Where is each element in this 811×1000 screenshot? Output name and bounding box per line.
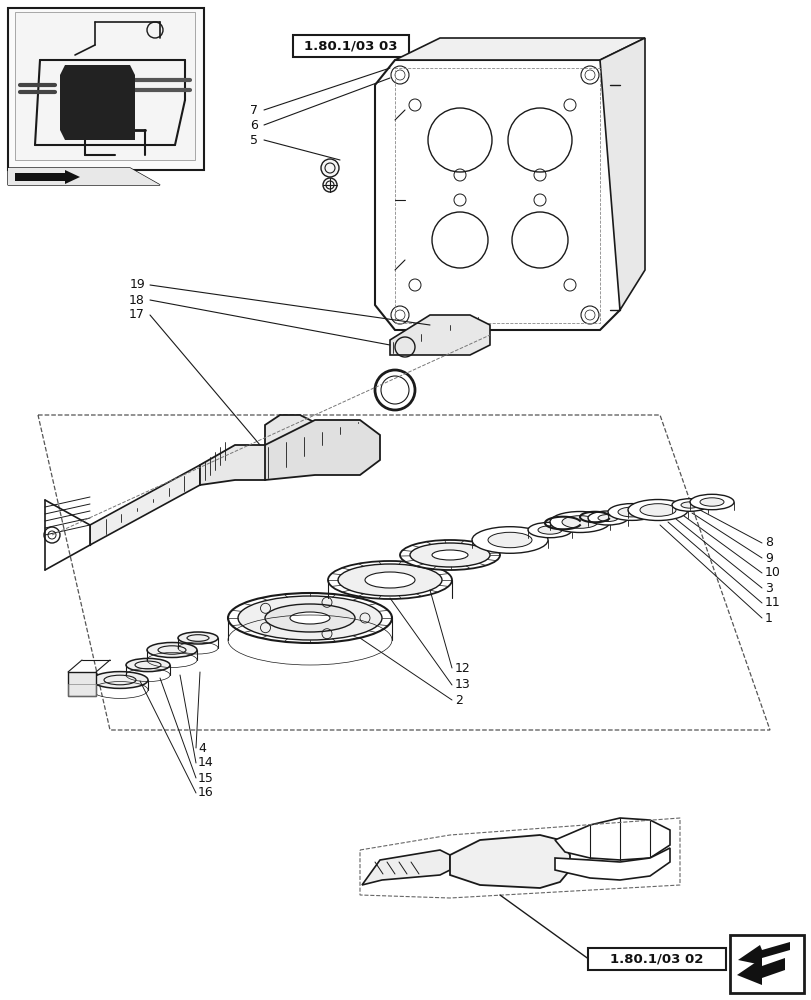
Polygon shape xyxy=(554,848,669,880)
Circle shape xyxy=(323,178,337,192)
Bar xyxy=(394,68,599,323)
Text: 7: 7 xyxy=(250,104,258,117)
Ellipse shape xyxy=(264,604,354,632)
Polygon shape xyxy=(15,170,80,184)
Polygon shape xyxy=(264,420,380,480)
Circle shape xyxy=(107,67,122,83)
Text: 12: 12 xyxy=(454,662,470,674)
Polygon shape xyxy=(200,415,320,485)
Text: 14: 14 xyxy=(198,756,213,770)
Polygon shape xyxy=(375,60,620,330)
Bar xyxy=(587,948,725,970)
Polygon shape xyxy=(362,850,449,885)
Ellipse shape xyxy=(597,514,617,522)
Ellipse shape xyxy=(400,540,500,570)
Ellipse shape xyxy=(135,661,161,669)
Polygon shape xyxy=(599,38,644,310)
Polygon shape xyxy=(90,465,200,545)
Circle shape xyxy=(320,159,338,177)
Ellipse shape xyxy=(527,522,571,538)
Text: 17: 17 xyxy=(129,308,145,322)
Ellipse shape xyxy=(158,646,186,654)
Ellipse shape xyxy=(187,635,208,641)
Text: 1.80.1/03 03: 1.80.1/03 03 xyxy=(304,40,397,53)
Ellipse shape xyxy=(561,516,597,528)
Ellipse shape xyxy=(627,499,687,520)
Ellipse shape xyxy=(487,532,531,548)
Bar xyxy=(293,35,409,57)
Text: 8: 8 xyxy=(764,536,772,550)
Ellipse shape xyxy=(365,572,414,588)
Polygon shape xyxy=(449,835,569,888)
Ellipse shape xyxy=(538,526,561,534)
Text: 18: 18 xyxy=(129,294,145,306)
Text: 16: 16 xyxy=(198,786,213,799)
Ellipse shape xyxy=(238,596,381,640)
Text: 4: 4 xyxy=(198,741,206,754)
Ellipse shape xyxy=(672,499,707,511)
Circle shape xyxy=(72,67,88,83)
Text: 1: 1 xyxy=(764,611,772,624)
Text: 10: 10 xyxy=(764,566,780,580)
Ellipse shape xyxy=(410,543,489,567)
Bar xyxy=(729,935,803,993)
Text: 15: 15 xyxy=(198,772,213,784)
Ellipse shape xyxy=(471,527,547,553)
Text: 19: 19 xyxy=(129,278,145,292)
Bar xyxy=(68,684,96,696)
Bar xyxy=(8,8,204,170)
Text: 5: 5 xyxy=(250,134,258,147)
Polygon shape xyxy=(736,958,784,985)
Ellipse shape xyxy=(178,632,217,644)
Polygon shape xyxy=(389,315,489,355)
Ellipse shape xyxy=(689,494,733,510)
Ellipse shape xyxy=(337,564,441,596)
Text: 9: 9 xyxy=(764,552,772,564)
Ellipse shape xyxy=(328,561,452,599)
Polygon shape xyxy=(394,38,644,60)
Polygon shape xyxy=(737,942,789,965)
Ellipse shape xyxy=(126,658,169,672)
Ellipse shape xyxy=(639,504,676,516)
Polygon shape xyxy=(60,65,135,140)
Ellipse shape xyxy=(699,498,723,506)
Ellipse shape xyxy=(587,511,627,525)
Text: 11: 11 xyxy=(764,596,780,609)
Ellipse shape xyxy=(680,502,698,508)
Text: 13: 13 xyxy=(454,678,470,692)
Polygon shape xyxy=(554,818,669,860)
Text: 6: 6 xyxy=(250,119,258,132)
Text: 2: 2 xyxy=(454,694,462,706)
Ellipse shape xyxy=(290,612,329,624)
Ellipse shape xyxy=(607,504,655,520)
Text: 1.80.1/03 02: 1.80.1/03 02 xyxy=(610,952,703,965)
Ellipse shape xyxy=(228,593,392,643)
Ellipse shape xyxy=(549,512,609,532)
Ellipse shape xyxy=(617,507,646,517)
Ellipse shape xyxy=(92,672,148,688)
Bar xyxy=(68,672,96,696)
Ellipse shape xyxy=(104,675,135,685)
Text: 3: 3 xyxy=(764,582,772,594)
Ellipse shape xyxy=(147,642,197,658)
Ellipse shape xyxy=(431,550,467,560)
Polygon shape xyxy=(8,168,160,185)
Bar xyxy=(15,12,195,160)
